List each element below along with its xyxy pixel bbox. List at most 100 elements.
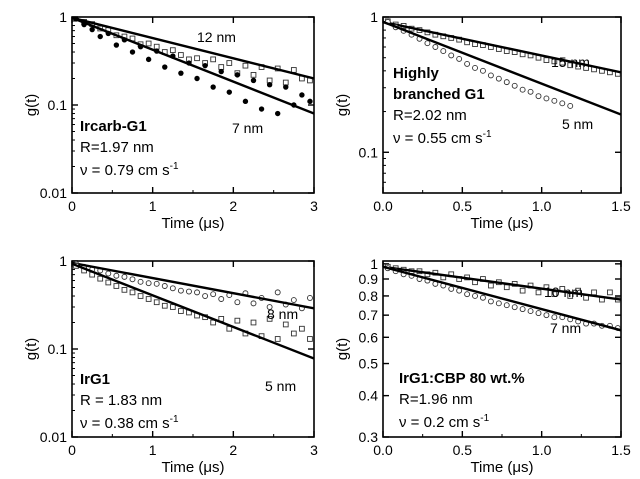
radius-value: R=1.97 nm xyxy=(80,139,154,156)
data-layer xyxy=(72,17,314,117)
x-tick-label: 0 xyxy=(68,198,76,214)
data-point xyxy=(307,295,313,301)
series-label: 7 nm xyxy=(232,120,263,136)
x-tick-label: 1 xyxy=(149,198,157,214)
data-point xyxy=(282,321,289,328)
plot-frame xyxy=(71,260,315,438)
data-point xyxy=(464,291,471,298)
data-point xyxy=(194,75,200,82)
x-tick-label: 1 xyxy=(149,442,157,458)
data-point xyxy=(177,287,184,294)
y-tick-label: 0.4 xyxy=(359,388,379,404)
data-point xyxy=(274,289,281,296)
data-point xyxy=(307,98,313,105)
chart-panel-top-right: 0.0 0.5 1.0 1.5 0.1 1 Time (μs) g(t) 15 nm 5 nm Hi… xyxy=(334,9,631,232)
y-tick-label: 0.1 xyxy=(48,97,68,113)
velocity-text: ν = 0.55 cm s xyxy=(393,130,483,147)
data-point xyxy=(519,287,526,294)
velocity-value: ν = 0.55 cm s-1 xyxy=(393,129,492,147)
data-point xyxy=(226,89,232,95)
data-point xyxy=(113,272,120,279)
data-point xyxy=(607,289,613,296)
data-point xyxy=(129,289,136,296)
data-point xyxy=(113,283,120,289)
data-point xyxy=(275,110,281,117)
data-point xyxy=(129,49,136,55)
y-tick-label: 1 xyxy=(59,253,67,269)
fit-line xyxy=(72,17,314,80)
data-point xyxy=(527,88,534,95)
data-point xyxy=(178,308,184,314)
data-point xyxy=(472,292,478,299)
data-point xyxy=(105,270,112,277)
data-point xyxy=(282,79,289,86)
y-axis-title: g(t) xyxy=(23,338,40,361)
data-point xyxy=(218,296,225,302)
y-tick-label: 0.6 xyxy=(359,329,379,345)
data-point xyxy=(266,304,273,310)
data-point xyxy=(153,299,160,306)
x-axis-title: Time (μs) xyxy=(161,215,224,232)
data-point xyxy=(274,336,281,342)
data-point xyxy=(551,314,558,321)
data-point xyxy=(456,287,463,294)
x-tick-label: 1.5 xyxy=(611,442,631,458)
sample-name: IrG1 xyxy=(80,371,110,388)
fit-line xyxy=(383,265,621,332)
y-axis-title: g(t) xyxy=(334,338,351,361)
data-point xyxy=(472,65,478,71)
fit-line xyxy=(383,20,621,74)
data-point xyxy=(202,293,209,299)
y-tick-label: 0.01 xyxy=(40,185,67,201)
series-label: 8 nm xyxy=(267,306,298,322)
data-point xyxy=(169,47,176,54)
series-label: 5 nm xyxy=(265,378,296,394)
plot-frame xyxy=(382,16,622,194)
y-tick-label: 0.8 xyxy=(359,288,379,304)
data-point xyxy=(218,64,225,70)
velocity-exponent: -1 xyxy=(170,161,179,172)
data-point xyxy=(299,325,305,332)
data-point xyxy=(234,72,241,78)
radius-value: R=2.02 nm xyxy=(393,107,467,124)
x-tick-label: 1.5 xyxy=(611,198,631,214)
data-point xyxy=(105,279,112,286)
x-tick-label: 0.0 xyxy=(373,442,393,458)
data-point xyxy=(480,67,486,74)
fit-line xyxy=(72,262,314,360)
data-point xyxy=(218,68,224,75)
data-point xyxy=(178,52,184,58)
x-axis-title: Time (μs) xyxy=(161,459,224,476)
data-point xyxy=(464,60,471,67)
fit-line xyxy=(383,265,621,301)
data-point xyxy=(129,276,136,283)
data-point xyxy=(153,280,160,287)
data-point xyxy=(456,55,463,62)
series-label: 5 nm xyxy=(562,116,593,132)
data-point xyxy=(567,103,574,109)
data-point xyxy=(487,72,494,79)
data-point xyxy=(250,319,257,326)
data-point xyxy=(145,40,152,47)
data-point xyxy=(543,57,550,63)
y-tick-label: 0.1 xyxy=(48,341,68,357)
x-tick-label: 0.5 xyxy=(453,442,473,458)
y-tick-label: 0.9 xyxy=(359,271,379,287)
data-point xyxy=(202,62,208,69)
data-point xyxy=(567,62,574,69)
data-point xyxy=(121,273,128,280)
data-point xyxy=(169,304,176,310)
velocity-value: ν = 0.79 cm s-1 xyxy=(80,161,179,179)
data-point xyxy=(242,98,249,105)
fit-line xyxy=(72,17,314,115)
x-tick-label: 0 xyxy=(68,442,76,458)
data-point xyxy=(145,296,152,302)
data-point xyxy=(250,72,257,78)
data-point xyxy=(448,52,455,59)
data-point xyxy=(234,317,241,324)
data-point xyxy=(495,75,502,82)
sample-name: IrG1:CBP 80 wt.% xyxy=(399,370,525,387)
x-tick-label: 3 xyxy=(310,442,318,458)
fit-line xyxy=(383,20,621,116)
